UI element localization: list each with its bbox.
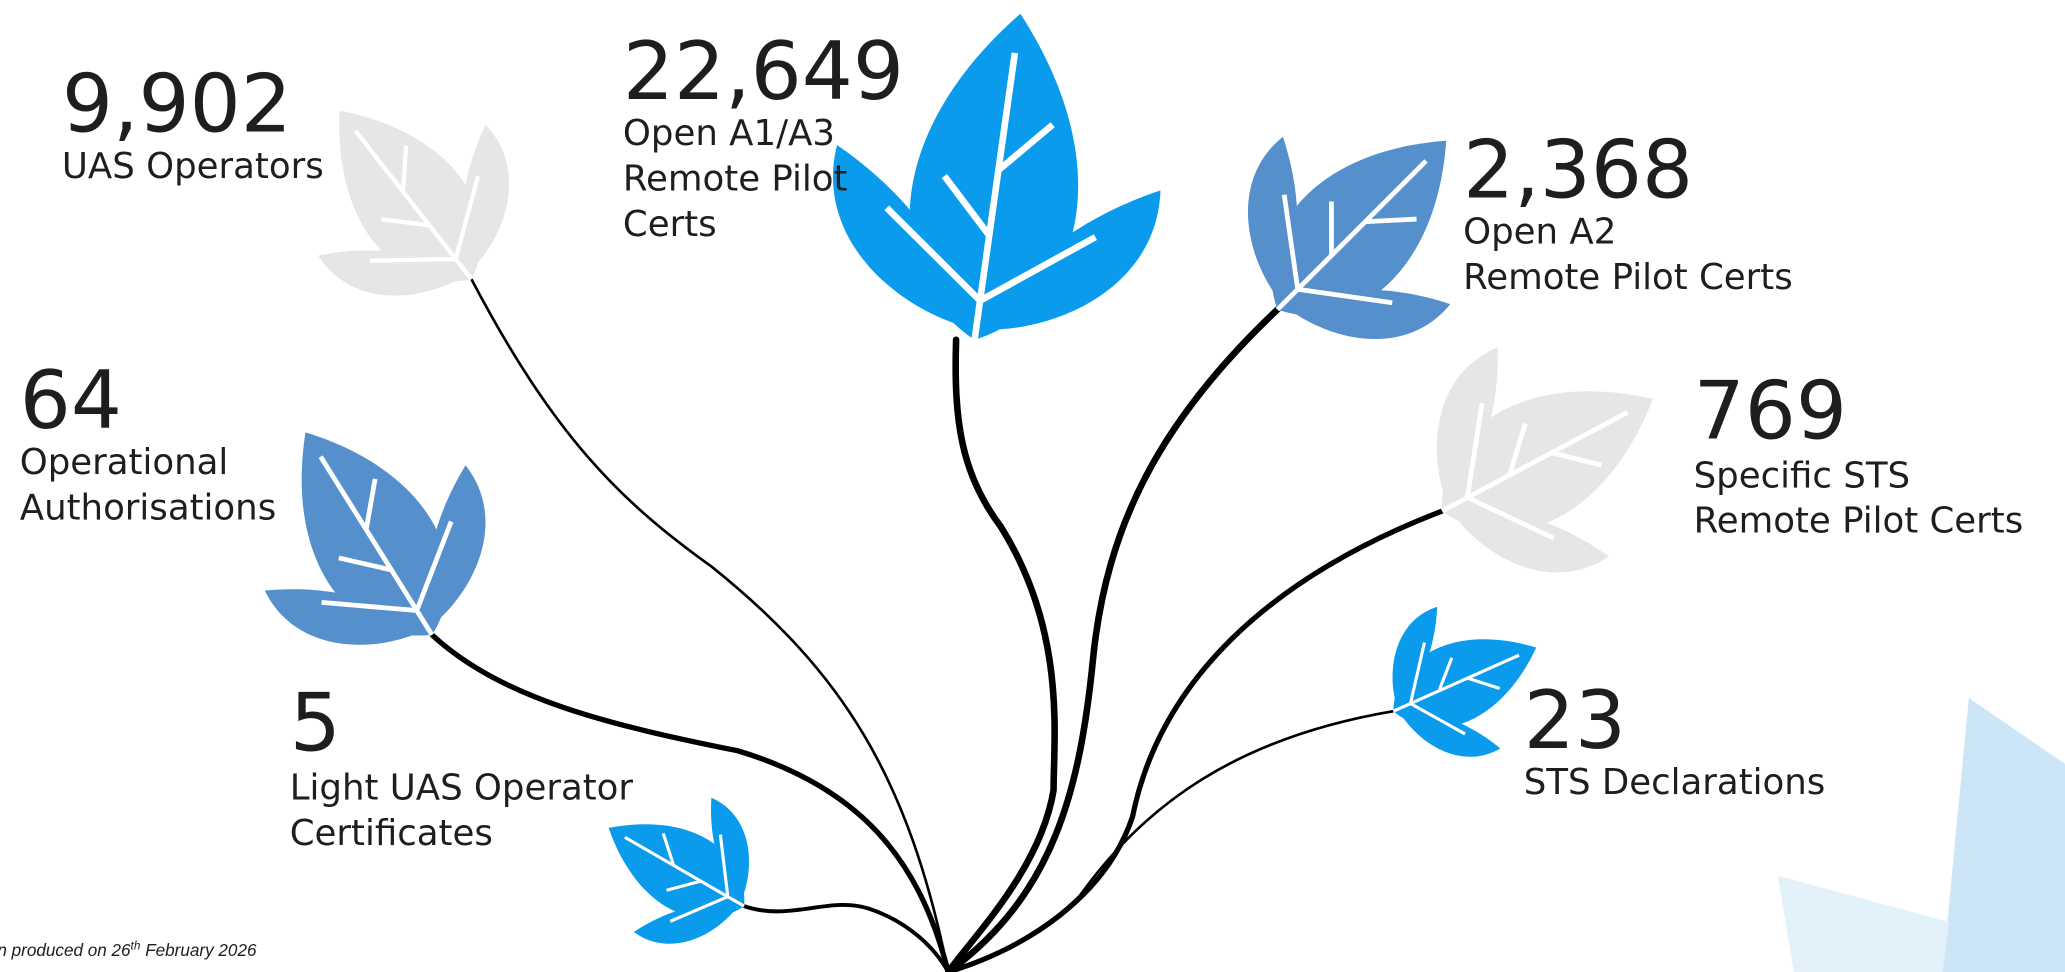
stat-number: 9,902 [62,57,292,151]
stat-label: Certs [623,204,717,245]
stat-number: 769 [1694,364,1847,458]
stat-label: Authorisations [20,488,276,529]
stat-label: Remote Pilot Certs [1463,257,1793,298]
stat-label: STS Declarations [1524,762,1826,803]
stat-label: Certificates [290,813,493,854]
infographic: 9,902UAS Operators22,649Open A1/A3Remote… [0,0,2065,972]
stat-label: Open A2 [1463,212,1616,253]
stat-number: 2,368 [1463,123,1693,217]
stat-label: Remote Pilot Certs [1694,501,2024,542]
background-shapes [1778,698,2065,972]
page: {"stats": [ {"number": "9,902", "label":… [0,0,2065,972]
stat-label: UAS Operators [62,146,324,187]
stat-label: Specific STS [1694,455,1911,496]
stat-number: 5 [290,676,341,770]
stat-label: Operational [20,442,229,483]
stat-number: 23 [1524,673,1626,767]
footnote-text: February 2026 [140,941,257,960]
footnote-sup: th [131,939,141,953]
stems [432,279,1442,972]
footnote-text: n produced on 26 [0,941,131,960]
stat-label: Light UAS Operator [290,767,634,808]
stat-label: Remote Pilot [623,158,848,199]
stat-label: Open A1/A3 [623,113,835,154]
footnote: n produced on 26th February 2026 [0,939,257,961]
stat-number: 64 [20,353,122,447]
stat-number: 22,649 [623,24,904,118]
